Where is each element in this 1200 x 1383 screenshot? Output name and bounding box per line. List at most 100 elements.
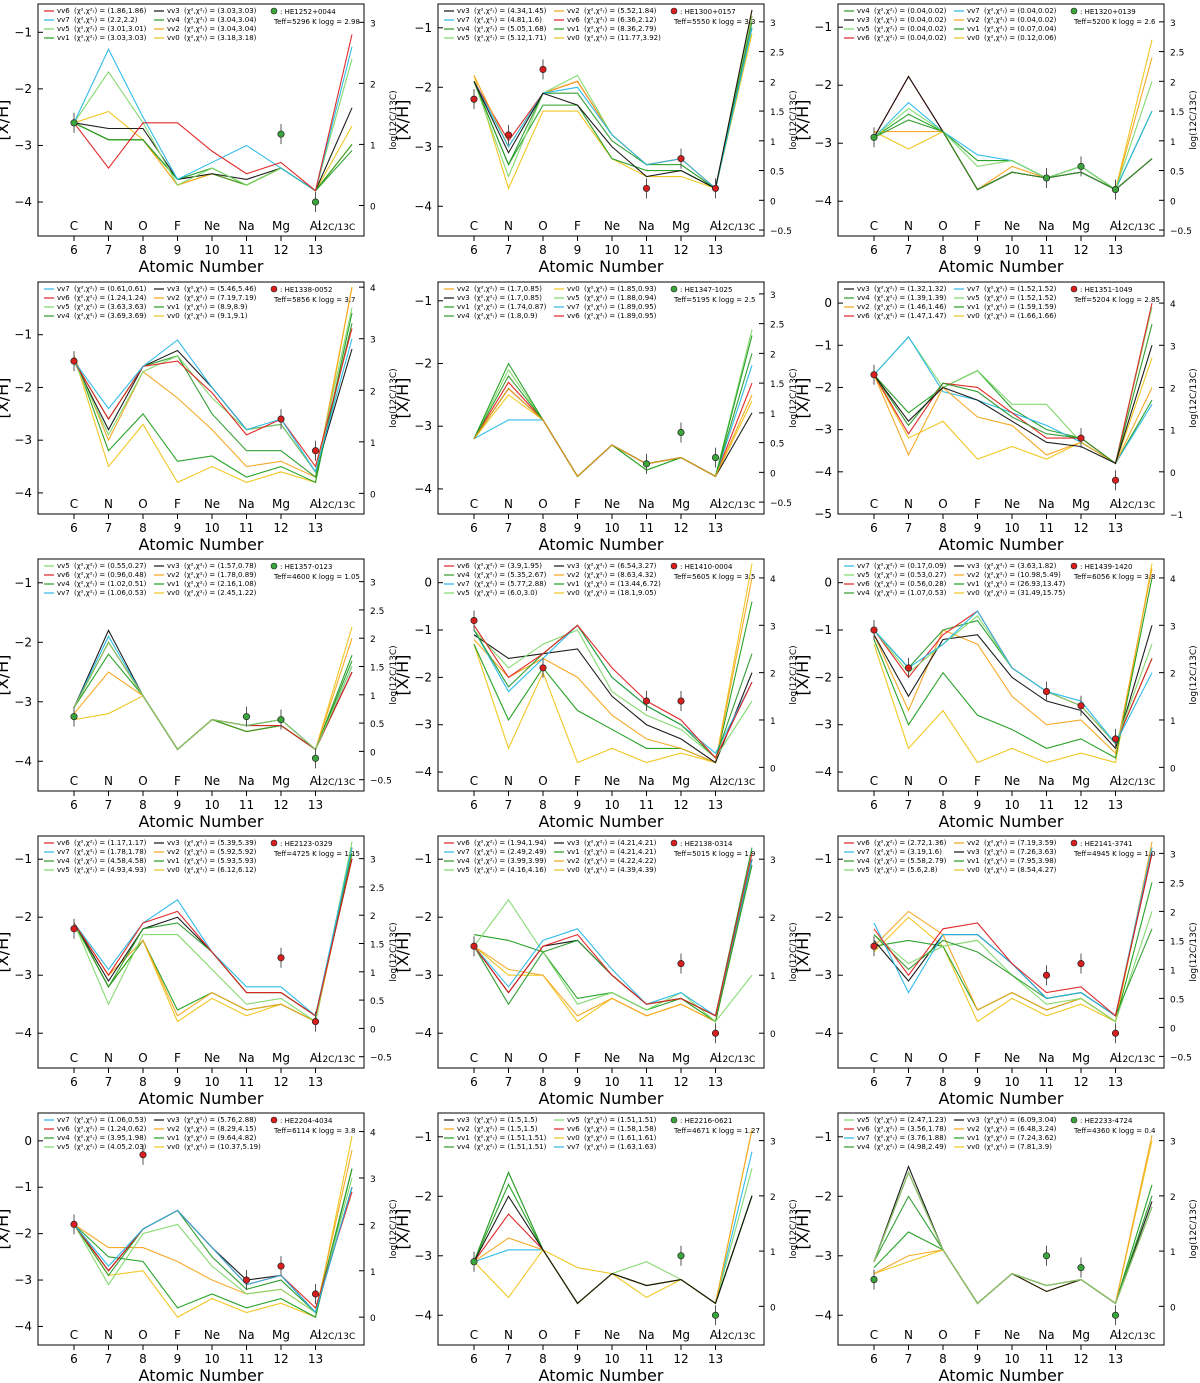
element-label: Na	[238, 1051, 254, 1065]
x-tick-label: 10	[604, 521, 619, 535]
y2-tick-label: −0.5	[370, 777, 392, 787]
x-tick-label: 10	[1004, 798, 1019, 812]
series-line-vv1	[873, 577, 1153, 759]
y2-tick-label: 3	[370, 19, 376, 29]
y-tick-label: −1	[414, 852, 432, 866]
legend-text: (χ²,χ²ᵣ) = (2.2,2.2)	[74, 16, 138, 24]
element-label: F	[574, 219, 581, 233]
legend-key: vv2	[967, 839, 980, 847]
series-line-vv4	[873, 119, 1153, 191]
x-tick-label: 8	[139, 521, 147, 535]
element-label: O	[138, 219, 147, 233]
y-tick-label: −2	[14, 1227, 32, 1241]
legend-text: (χ²,χ²ᵣ) = (6.54,3.27)	[584, 562, 657, 570]
legend-text: (χ²,χ²ᵣ) = (5.76,2.88)	[184, 1116, 257, 1124]
y-tick-label: −1	[814, 20, 832, 34]
series-line-vv5	[473, 329, 753, 478]
x-axis-label: Atomic Number	[539, 535, 664, 554]
observed-point	[70, 357, 78, 365]
legend-key: vv7	[967, 7, 980, 15]
axes-frame	[837, 3, 1165, 237]
element-label: N	[904, 774, 913, 788]
x-tick-label: 13	[1108, 521, 1123, 535]
x-tick-label: 11	[639, 521, 654, 535]
legend-key: vv1	[457, 1134, 470, 1142]
legend-text: (χ²,χ²ᵣ) = (5.46,5.46)	[184, 285, 257, 293]
x-tick-label: 12	[673, 1352, 688, 1366]
y2-tick-label: 1	[770, 1248, 776, 1258]
x-tick-label: 10	[604, 798, 619, 812]
x-tick-label: 12	[1073, 521, 1088, 535]
y-tick-label: −1	[814, 623, 832, 637]
legend: vv4 (χ²,χ²ᵣ) = (0.04,0.02) vv3 (χ²,χ²ᵣ) = (…	[844, 7, 1057, 42]
legend-key: vv0	[567, 1134, 580, 1142]
y2-tick-label: 2	[370, 635, 376, 645]
star-params: Teff=4671 K logg = 1.27	[673, 1127, 760, 1135]
x-tick-label: 12	[1073, 798, 1088, 812]
legend: vv6 (χ²,χ²ᵣ) = (1.94,1.94) vv7 (χ²,χ²ᵣ) = (…	[444, 839, 657, 874]
legend-text: (χ²,χ²ᵣ) = (3.03,3.03)	[184, 7, 257, 15]
legend-text: (χ²,χ²ᵣ) = (2.72,1.36)	[874, 839, 947, 847]
series-line-vv6	[73, 1191, 353, 1309]
y-axis-label: [X/H]	[793, 932, 812, 973]
x-tick-label: 7	[905, 1075, 913, 1089]
legend-key: vv7	[57, 589, 70, 597]
element-label: Al	[710, 1328, 722, 1342]
series-line-vv5	[873, 615, 1153, 745]
legend-key: vv3	[967, 562, 980, 570]
series-line-vv4	[873, 619, 1153, 745]
legend-text: (χ²,χ²ᵣ) = (2.49,2.49)	[474, 848, 547, 856]
legend-key: vv1	[57, 34, 70, 42]
y-tick-label: −1	[414, 21, 432, 35]
y-tick-label: −4	[414, 199, 432, 213]
legend-text: (χ²,χ²ᵣ) = (4.16,4.16)	[474, 866, 547, 874]
observed-point	[642, 697, 651, 705]
legend-key: vv6	[567, 312, 580, 320]
star-name: : HE1300+0157	[680, 8, 736, 16]
legend-key: vv3	[167, 285, 180, 293]
legend-key: vv2	[167, 25, 180, 33]
series-line-vv7	[873, 610, 1153, 745]
x-tick-label: 11	[239, 1075, 254, 1089]
panel-HE1410-0004: 0−1−2−3−4 01234C6N7O8F9Ne10Na11Mg12Al1312…	[393, 558, 799, 831]
x-tick-label: 7	[905, 1352, 913, 1366]
x-tick-label: 6	[70, 798, 78, 812]
y-tick-label: −1	[414, 294, 432, 308]
legend-text: (χ²,χ²ᵣ) = (0.12,0.06)	[984, 34, 1057, 42]
observed-point	[1077, 702, 1085, 710]
element-label: C	[70, 1051, 78, 1065]
legend-text: (χ²,χ²ᵣ) = (4.34,1.45)	[474, 7, 547, 15]
x-tick-label: 6	[470, 1075, 478, 1089]
panel-HE1347-1025: −1 −2 −3 −4 −0.5 0 0.5 1 1.5 2 2.5 3 C 6 N 7 O 8 F 9 Ne 10 Na 1…	[393, 281, 799, 554]
element-label: F	[174, 774, 181, 788]
y2-tick-label: 1	[1170, 717, 1176, 727]
x-tick-label: 10	[1004, 243, 1019, 257]
y2-axis-label: log(12C/13C)	[389, 368, 399, 427]
observed-point	[711, 1311, 720, 1319]
x-tick-label: 13	[308, 1075, 323, 1089]
observed-point	[539, 65, 547, 73]
observed-point	[1111, 735, 1120, 743]
series-line-vv7	[873, 335, 1153, 465]
legend-key: vv4	[57, 1134, 70, 1142]
element-label: Mg	[1072, 219, 1090, 233]
series-group	[473, 329, 753, 478]
series-line-vv0	[73, 626, 353, 751]
element-label: F	[574, 497, 581, 511]
series-line-vv6	[473, 624, 753, 759]
y-tick-label: −4	[14, 1319, 32, 1333]
x-tick-label: 13	[708, 521, 723, 535]
x-axis-label: Atomic Number	[939, 1089, 1064, 1108]
y-axis-label: [X/H]	[393, 100, 412, 141]
y-axis-label: [X/H]	[0, 378, 12, 419]
series-line-vv1	[473, 335, 753, 478]
y2-tick-label: 3	[1170, 342, 1176, 352]
panel-HE1439-1420: 0−1−2−3−4 01234C6N7O8F9Ne10Na11Mg12Al1312…	[793, 558, 1199, 831]
element-label: N	[504, 1051, 513, 1065]
legend-text: (χ²,χ²ᵣ) = (3.19,1.6)	[874, 848, 942, 856]
legend-text: (χ²,χ²ᵣ) = (1.57,0.78)	[184, 562, 257, 570]
element-label: C	[70, 774, 78, 788]
element-label: Na	[238, 1328, 254, 1342]
legend-text: (χ²,χ²ᵣ) = (31.49,15.75)	[984, 589, 1066, 597]
